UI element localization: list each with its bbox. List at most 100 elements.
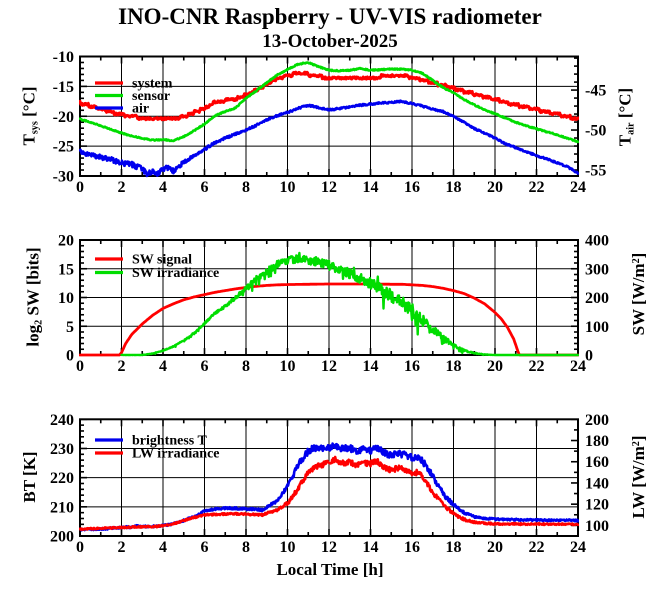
svg-text:2: 2 [118, 179, 126, 196]
svg-text:15: 15 [58, 261, 74, 278]
panel1-right-axis-title: Tair [°C] [615, 87, 637, 147]
svg-text:8: 8 [242, 539, 250, 556]
legend-panel-3: brightness TLW irradiance [95, 434, 220, 462]
svg-text:20: 20 [487, 539, 503, 556]
svg-text:0: 0 [66, 348, 74, 365]
panel2-left-axis-title: log2 SW [bits] [23, 247, 45, 347]
svg-text:240: 240 [50, 412, 74, 429]
svg-text:24: 24 [570, 539, 586, 556]
svg-text:4: 4 [159, 179, 167, 196]
svg-text:-55: -55 [585, 163, 606, 180]
x-axis-title: Local Time [h] [276, 560, 384, 579]
svg-text:4: 4 [159, 358, 167, 375]
svg-text:10: 10 [58, 290, 74, 307]
svg-text:12: 12 [321, 179, 337, 196]
legend-label: system [132, 77, 173, 92]
svg-text:200: 200 [50, 529, 74, 546]
series-sw-irradiance [120, 251, 579, 357]
svg-text:230: 230 [50, 441, 74, 458]
panel-3: 0 2 4 6 8 10 12 14 16 18 20 22 242002102202302401001… [50, 412, 609, 556]
svg-text:10: 10 [280, 358, 296, 375]
svg-text:2: 2 [118, 358, 126, 375]
gridlines [80, 56, 578, 176]
svg-text:100: 100 [585, 518, 609, 535]
legend-label: sensor [132, 89, 170, 104]
legend-label: brightness T [132, 434, 207, 449]
panel3-right-axis-title: LW [W/m2] [629, 435, 648, 519]
svg-text:400: 400 [585, 233, 609, 250]
series-air [79, 99, 579, 178]
svg-text:8: 8 [242, 358, 250, 375]
svg-text:14: 14 [363, 358, 379, 375]
panel-2: 0 2 4 6 8 10 12 14 16 18 20 22 240510152001002003004… [58, 233, 609, 376]
tick-labels: 0 2 4 6 8 10 12 14 16 18 20 22 242002102202302401001… [50, 412, 609, 556]
series-sensor [79, 61, 579, 144]
svg-text:4: 4 [159, 539, 167, 556]
svg-text:-10: -10 [53, 49, 74, 66]
svg-text:6: 6 [201, 179, 209, 196]
svg-text:-30: -30 [53, 169, 74, 186]
svg-text:180: 180 [585, 433, 609, 450]
svg-text:-25: -25 [53, 139, 74, 156]
svg-text:12: 12 [321, 358, 337, 375]
svg-text:5: 5 [66, 319, 74, 336]
tick-labels: 0 2 4 6 8 10 12 14 16 18 20 22 24-30-25-20-15-10-55-… [53, 49, 607, 196]
svg-text:0: 0 [76, 539, 84, 556]
svg-text:18: 18 [446, 358, 462, 375]
chart-title: INO-CNR Raspberry - UV-VIS radiometer [118, 4, 542, 29]
panel1-left-axis-title: Tsys [°C] [19, 86, 41, 146]
svg-text:22: 22 [529, 358, 545, 375]
svg-text:100: 100 [585, 319, 609, 336]
svg-text:22: 22 [529, 539, 545, 556]
panel-1: 0 2 4 6 8 10 12 14 16 18 20 22 24-30-25-20-15-10-55-… [53, 49, 607, 196]
svg-text:16: 16 [404, 179, 420, 196]
svg-text:14: 14 [363, 539, 379, 556]
svg-text:20: 20 [487, 358, 503, 375]
svg-text:120: 120 [585, 497, 609, 514]
gridlines [80, 240, 578, 355]
tick-labels: 0 2 4 6 8 10 12 14 16 18 20 22 240510152001002003004… [58, 233, 609, 376]
svg-text:6: 6 [201, 539, 209, 556]
svg-text:6: 6 [201, 358, 209, 375]
svg-text:20: 20 [487, 179, 503, 196]
svg-text:22: 22 [529, 179, 545, 196]
svg-text:-45: -45 [585, 83, 606, 100]
svg-text:14: 14 [363, 179, 379, 196]
series-sw-signal [79, 282, 579, 357]
svg-text:8: 8 [242, 179, 250, 196]
panel2-right-axis-title: SW [W/m2] [629, 252, 648, 336]
svg-text:24: 24 [570, 358, 586, 375]
svg-text:-20: -20 [53, 109, 74, 126]
svg-text:0: 0 [585, 348, 593, 365]
svg-text:160: 160 [585, 454, 609, 471]
svg-text:300: 300 [585, 261, 609, 278]
chart-subtitle: 13-October-2025 [262, 31, 398, 52]
svg-text:20: 20 [58, 233, 74, 250]
svg-text:-50: -50 [585, 123, 606, 140]
svg-text:18: 18 [446, 539, 462, 556]
legend-label: SW irradiance [132, 266, 219, 281]
svg-text:16: 16 [404, 539, 420, 556]
legend-label: air [132, 102, 149, 117]
svg-text:0: 0 [76, 358, 84, 375]
panel3-left-axis-title: BT [K] [20, 451, 39, 503]
svg-text:200: 200 [585, 290, 609, 307]
svg-text:220: 220 [50, 470, 74, 487]
svg-text:210: 210 [50, 499, 74, 516]
svg-text:200: 200 [585, 412, 609, 429]
svg-text:24: 24 [570, 179, 586, 196]
svg-text:18: 18 [446, 179, 462, 196]
legend-label: LW irradiance [132, 447, 220, 462]
svg-text:16: 16 [404, 358, 420, 375]
svg-text:10: 10 [280, 539, 296, 556]
svg-text:12: 12 [321, 539, 337, 556]
svg-text:140: 140 [585, 475, 609, 492]
svg-text:-15: -15 [53, 79, 74, 96]
svg-text:0: 0 [76, 179, 84, 196]
series-lw-irradiance [79, 455, 579, 532]
svg-text:2: 2 [118, 539, 126, 556]
